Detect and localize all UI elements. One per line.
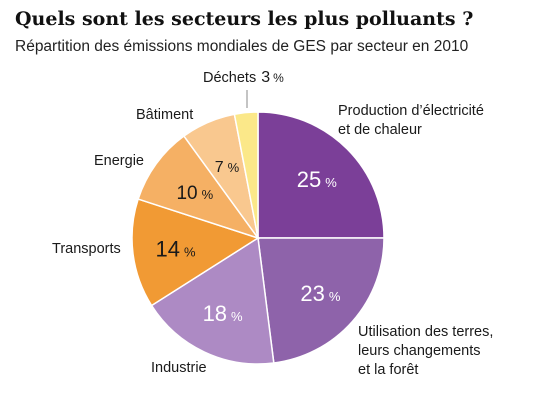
- pie-slice: [131, 198, 260, 307]
- slice-label: Utilisation des terres, leurs changements…: [358, 324, 493, 378]
- slice-label: Production d’électricité et de chaleur: [338, 103, 484, 138]
- pie-slice: [257, 237, 385, 364]
- chart-title: Quels sont les secteurs les plus polluan…: [15, 8, 474, 30]
- pct-label: 14%: [155, 236, 195, 261]
- pct-label: 7%: [215, 159, 240, 176]
- slice-label: Bâtiment: [136, 107, 193, 123]
- pie-slice: [257, 111, 385, 239]
- pct-label: 10%: [176, 183, 213, 204]
- slice-label: Déchets 3%: [203, 69, 284, 86]
- pct-label: 25%: [297, 167, 337, 192]
- chart-subtitle: Répartition des émissions mondiales de G…: [15, 38, 469, 55]
- slice-label: Transports: [52, 241, 121, 257]
- pct-label: 18%: [203, 301, 243, 326]
- slice-label: Industrie: [151, 360, 207, 376]
- pie-slice: [150, 236, 275, 365]
- pie-slice: [233, 111, 259, 239]
- pie-slice: [137, 135, 260, 240]
- slice-label: Energie: [94, 153, 144, 169]
- pct-label: 23%: [300, 281, 340, 306]
